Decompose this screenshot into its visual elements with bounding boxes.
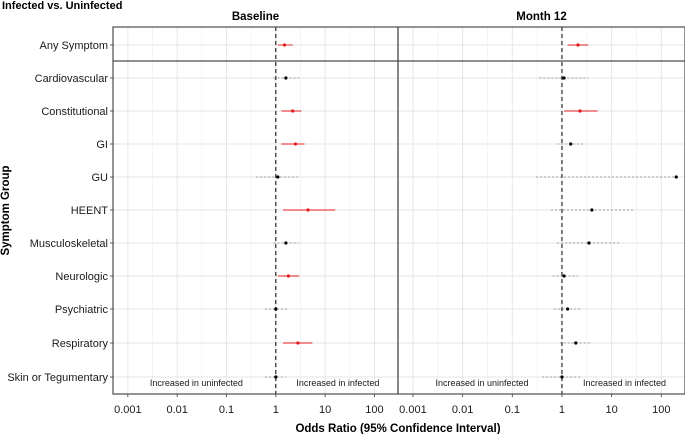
x-tick-label: 0.1 bbox=[219, 404, 234, 416]
annotation-right: Increased in infected bbox=[583, 378, 666, 388]
point-estimate bbox=[282, 43, 287, 47]
point-estimate bbox=[284, 241, 288, 245]
y-tick-label: Skin or Tegumentary bbox=[7, 372, 108, 384]
y-tick-label: Musculoskeletal bbox=[30, 238, 108, 250]
chart-title: Infected vs. Uninfected bbox=[2, 0, 122, 12]
y-tick-label: Psychiatric bbox=[55, 304, 109, 316]
y-axis-title: Symptom Group bbox=[0, 165, 12, 255]
x-tick-label: 1 bbox=[273, 404, 279, 416]
point-estimate bbox=[590, 208, 594, 212]
x-tick-label: 0.01 bbox=[452, 404, 473, 416]
point-estimate bbox=[587, 241, 591, 245]
point-estimate bbox=[566, 307, 570, 311]
point-estimate bbox=[578, 109, 582, 113]
y-tick-label: HEENT bbox=[71, 205, 109, 217]
x-tick-label: 0.01 bbox=[166, 404, 187, 416]
point-estimate bbox=[274, 375, 278, 379]
point-estimate bbox=[274, 307, 278, 311]
point-estimate bbox=[276, 175, 280, 179]
y-tick-label: Constitutional bbox=[41, 106, 108, 118]
point-estimate bbox=[306, 208, 310, 212]
panel-frame bbox=[112, 26, 399, 395]
point-estimate bbox=[284, 76, 288, 80]
x-tick-label: 1 bbox=[559, 404, 565, 416]
x-tick-label: 0.1 bbox=[505, 404, 520, 416]
panel-title: Month 12 bbox=[516, 11, 566, 23]
panel-baseline: Baseline Increased in uninfected Increased… bbox=[112, 11, 399, 416]
x-axis-title: Odds Ratio (95% Confidence Interval) bbox=[295, 423, 500, 434]
point-estimate bbox=[286, 274, 291, 278]
x-tick-label: 10 bbox=[319, 404, 331, 416]
annotation-right: Increased in infected bbox=[296, 378, 379, 388]
panel-frame bbox=[397, 26, 685, 395]
panels: Baseline Increased in uninfected Increased… bbox=[112, 11, 685, 416]
x-tick-label: 10 bbox=[606, 404, 618, 416]
point-estimate bbox=[569, 142, 573, 146]
point-estimate bbox=[674, 175, 678, 179]
point-estimate bbox=[576, 43, 580, 47]
x-tick-label: 0.001 bbox=[114, 404, 142, 416]
point-estimate bbox=[562, 274, 566, 278]
x-tick-label: 0.001 bbox=[399, 404, 427, 416]
y-tick-label: Cardiovascular bbox=[35, 73, 109, 85]
annotation-left: Increased in uninfected bbox=[150, 378, 243, 388]
point-estimate bbox=[574, 341, 578, 345]
y-tick-label: Respiratory bbox=[52, 338, 109, 350]
panel-month-12: Month 12 Increased in uninfected Increased… bbox=[397, 11, 685, 416]
point-estimate bbox=[562, 76, 566, 80]
x-tick-label: 100 bbox=[365, 404, 383, 416]
y-tick-label: GU bbox=[92, 172, 109, 184]
panel-title: Baseline bbox=[232, 11, 279, 23]
y-tick-label: Any Symptom bbox=[40, 40, 108, 52]
point-estimate bbox=[560, 375, 564, 379]
point-estimate bbox=[291, 109, 295, 113]
y-axis-labels: Any Symptom Cardiovascular Constitutional G… bbox=[7, 40, 113, 384]
point-estimate bbox=[293, 142, 298, 146]
point-estimate bbox=[296, 341, 300, 345]
y-tick-label: Neurologic bbox=[55, 271, 108, 283]
annotation-left: Increased in uninfected bbox=[435, 378, 528, 388]
y-tick-label: GI bbox=[96, 139, 108, 151]
x-tick-label: 100 bbox=[652, 404, 670, 416]
